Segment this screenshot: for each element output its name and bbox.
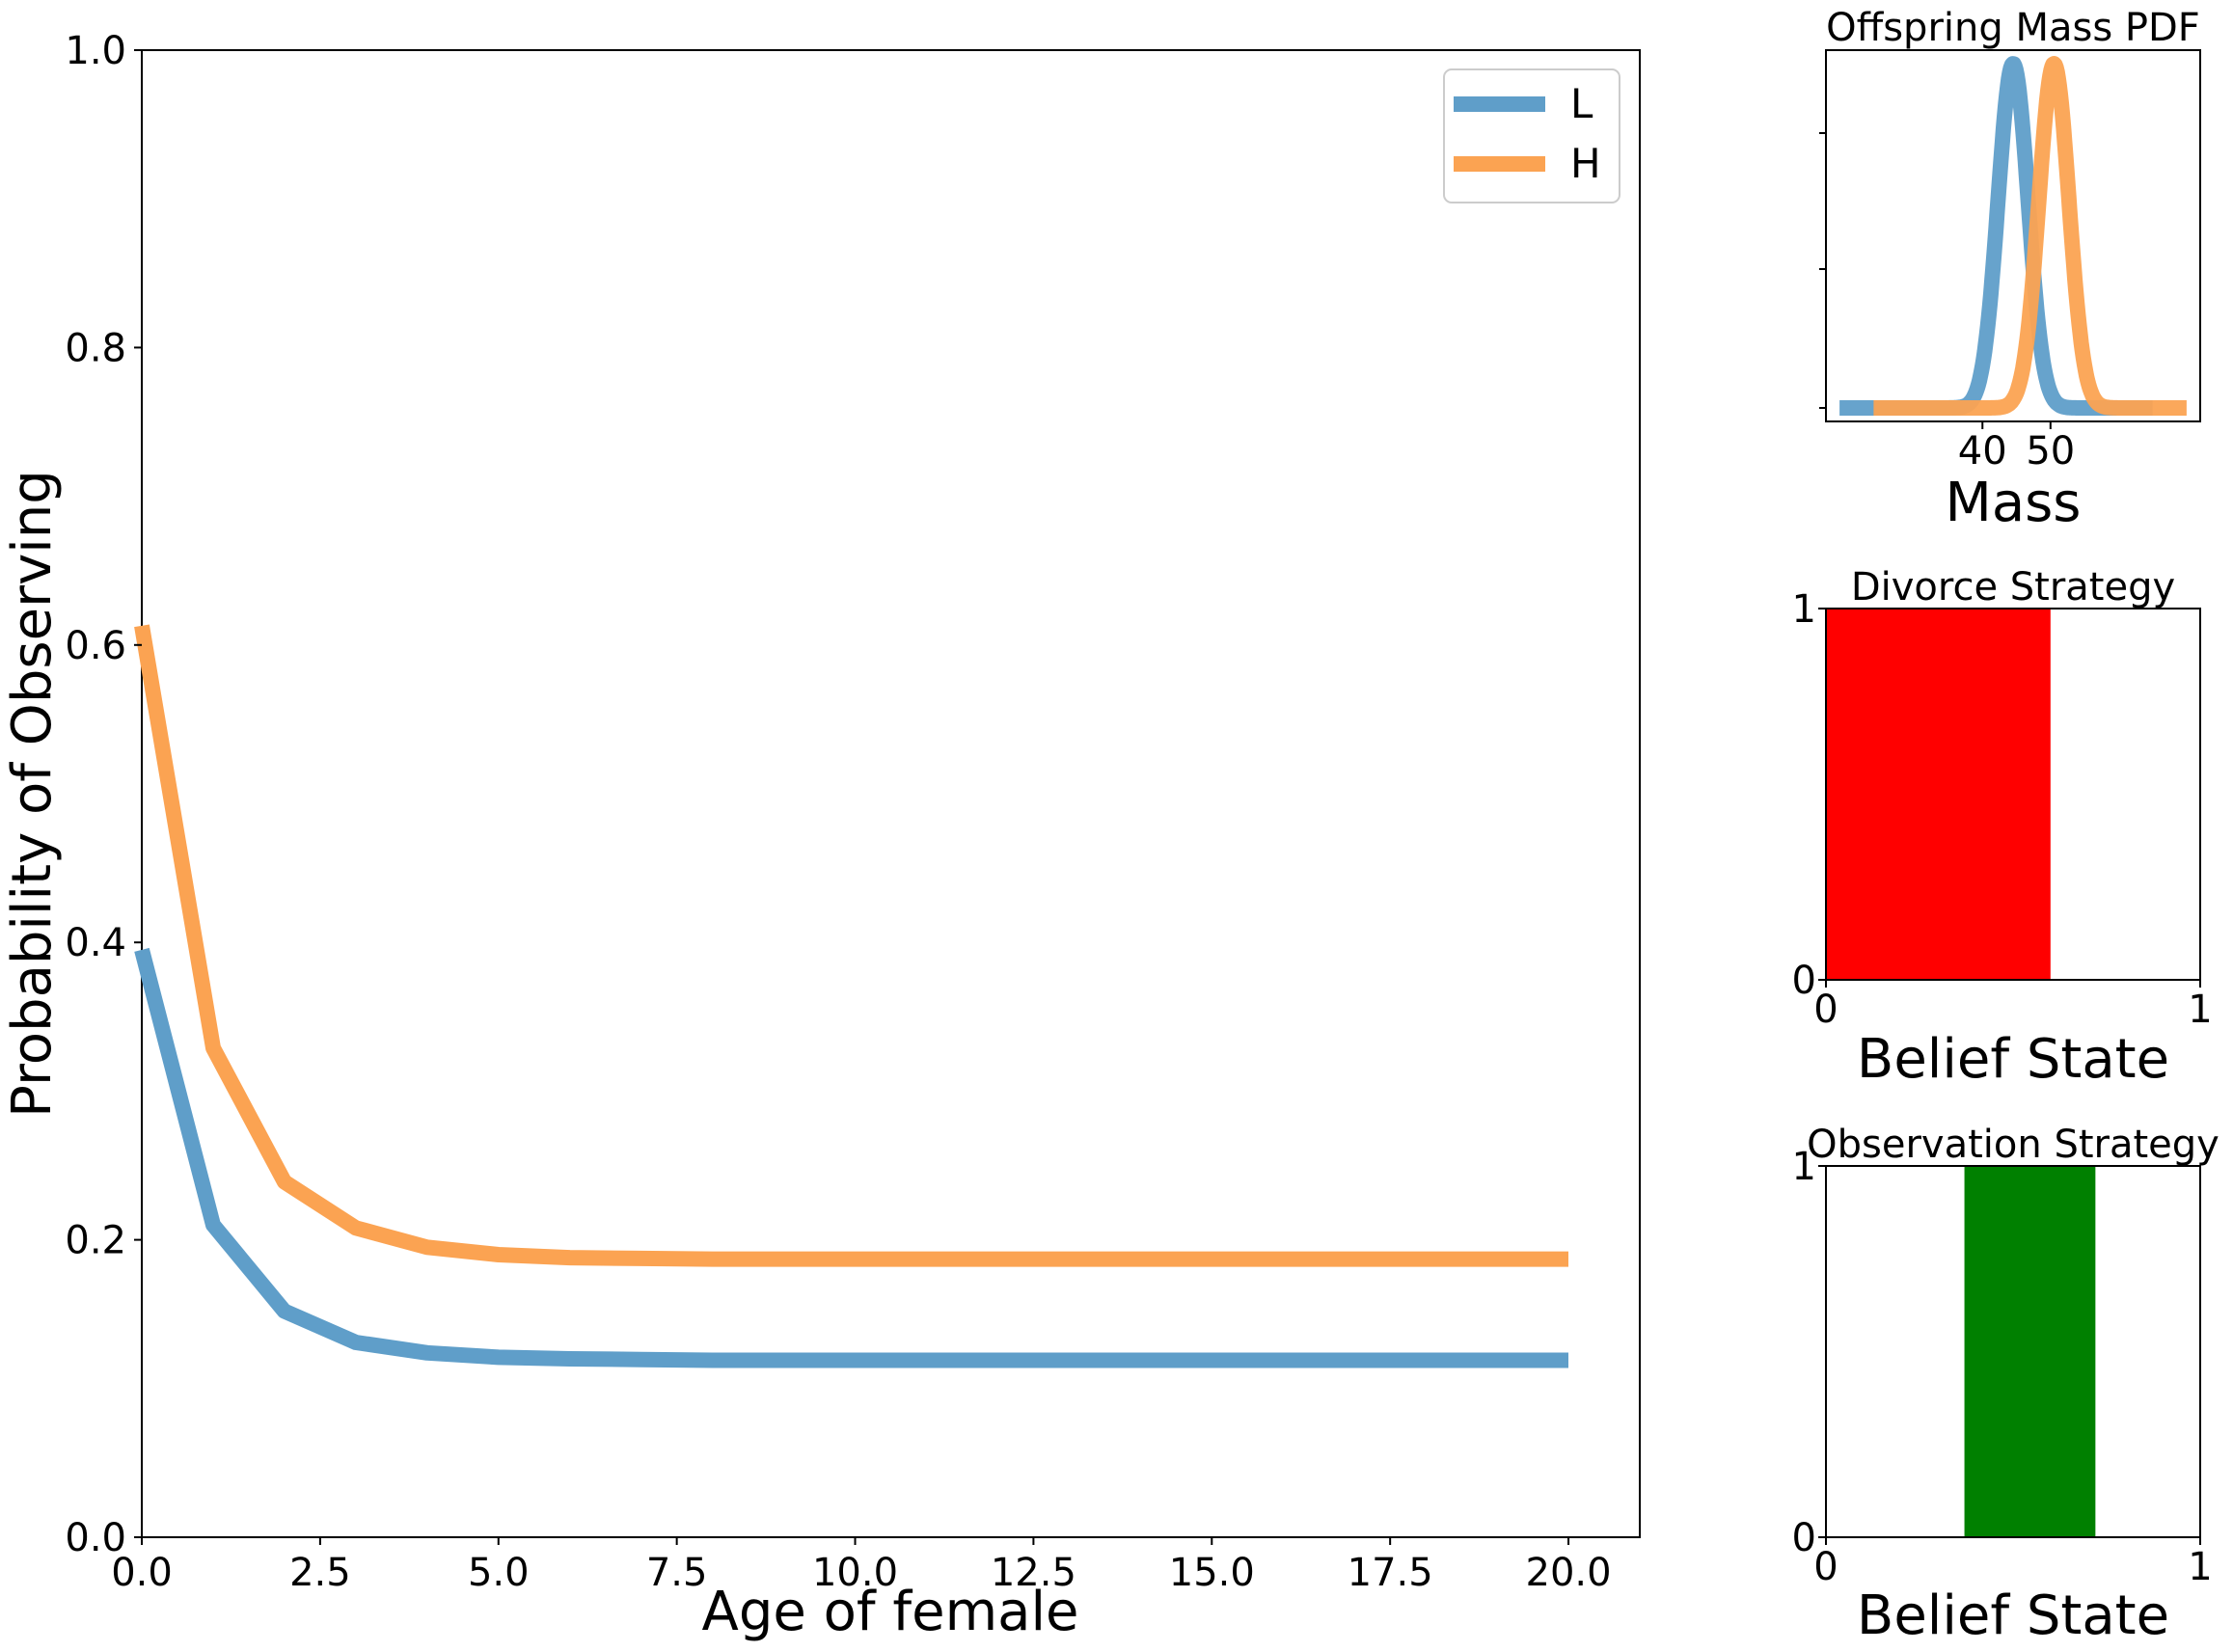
pdf-x-tick-label: 50 [2026,429,2075,474]
x-tick-label: 5.0 [468,1551,530,1595]
series-line-h [134,624,1568,1267]
divorce-plot-frame [1825,608,2201,981]
observation-plot-frame [1825,1165,2201,1538]
pdf-y-ticks [1819,132,1826,409]
series-line-l [134,947,1568,1368]
strategy-x-tick-label: 0 [1813,988,1838,1032]
x-tick-label: 7.5 [646,1551,708,1595]
pdf-x-axis-label: Mass [1946,472,2082,534]
x-tick-label: 20.0 [1526,1551,1612,1595]
observation-strategy-chart: Observation Strategy 0 1 0 1 Belief State [1792,1123,2219,1647]
x-tick-label: 12.5 [991,1551,1076,1595]
x-tick-label: 0.0 [111,1551,173,1595]
divorce-strategy-bar [1826,609,2051,980]
divorce-x-axis-label: Belief State [1857,1028,2169,1091]
observation-title: Observation Strategy [1807,1123,2219,1167]
divorce-title: Divorce Strategy [1851,565,2175,609]
legend-label-l: L [1570,80,1593,127]
main-y-axis-label: Probability of Observing [1,470,64,1118]
pdf-curve-2 [1866,56,2193,416]
y-tick-label: 0.4 [65,921,126,965]
y-tick-label: 1.0 [65,29,126,73]
x-tick-label: 15.0 [1169,1551,1255,1595]
pdf-curve-1 [1833,56,2160,416]
y-tick-label: 0.0 [65,1516,126,1560]
strategy-x-tick-label: 1 [2188,988,2212,1032]
strategy-y-tick-label: 1 [1792,587,1816,632]
observation-x-axis-label: Belief State [1857,1584,2169,1647]
offspring-mass-pdf-chart: Offspring Mass PDF 40 50 Mass [1819,6,2201,534]
x-tick-label: 10.0 [812,1551,898,1595]
strategy-x-tick-label: 0 [1813,1545,1838,1589]
main-plot-frame [141,49,1641,1538]
observation-strategy-bar [1964,1166,2096,1537]
divorce-strategy-chart: Divorce Strategy 0 1 0 1 Belief State [1792,565,2213,1091]
y-tick-label: 0.8 [65,326,126,370]
legend: L H [1443,68,1620,203]
strategy-y-tick-label: 1 [1792,1145,1816,1189]
x-tick-label: 17.5 [1348,1551,1433,1595]
pdf-plot-frame [1825,49,2201,422]
main-x-axis-label: Age of female [702,1581,1079,1643]
y-tick-label: 0.6 [65,624,126,668]
y-tick-label: 0.2 [65,1219,126,1263]
strategy-x-tick-label: 1 [2188,1545,2212,1589]
strategy-y-tick-label: 0 [1792,959,1816,1003]
strategy-y-tick-label: 0 [1792,1516,1816,1560]
x-tick-label: 2.5 [289,1551,351,1595]
main-chart: 0.0 2.5 5.0 7.5 10.0 12.5 15.0 17.5 20.0 0.0 0.2 0… [1,29,1641,1643]
pdf-title: Offspring Mass PDF [1826,6,2200,50]
legend-label-h: H [1570,140,1601,187]
pdf-x-tick-label: 40 [1958,429,2007,474]
